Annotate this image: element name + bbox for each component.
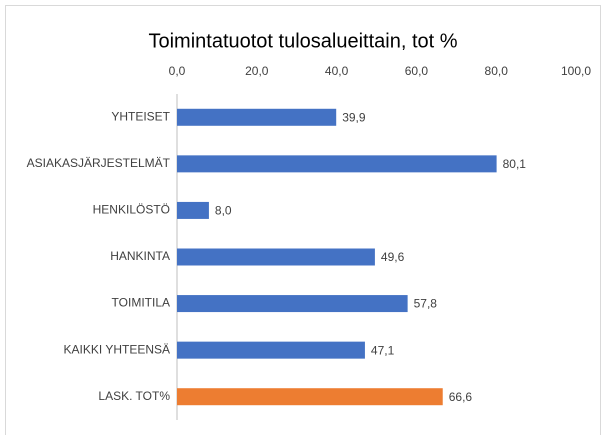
x-tick-label: 80,0: [485, 64, 509, 78]
bar: [177, 341, 365, 359]
bar: [177, 295, 408, 313]
bar: [177, 108, 337, 126]
data-label: 47,1: [371, 343, 395, 357]
data-label: 8,0: [215, 204, 232, 218]
data-label: 49,6: [381, 250, 405, 264]
x-tick-label: 60,0: [405, 64, 429, 78]
y-tick-label: KAIKKI YHTEENSÄ: [64, 342, 170, 356]
y-tick-label: HENKILÖSTÖ: [93, 203, 170, 217]
y-tick-label: HANKINTA: [110, 249, 170, 263]
chart-title: Toimintatuotot tulosalueittain, tot %: [148, 30, 457, 52]
x-tick-label: 0,0: [169, 64, 186, 78]
x-tick-label: 40,0: [325, 64, 349, 78]
chart-frame: [5, 5, 601, 435]
data-label: 39,9: [342, 110, 366, 124]
data-label: 66,6: [449, 390, 473, 404]
bar: [177, 248, 375, 266]
data-label: 80,1: [503, 157, 527, 171]
bar: [177, 155, 497, 173]
bar: [177, 201, 209, 219]
y-tick-label: LASK. TOT%: [98, 389, 170, 403]
y-tick-label: TOIMITILA: [112, 296, 170, 310]
data-label: 57,8: [414, 297, 438, 311]
x-tick-label: 100,0: [561, 64, 591, 78]
bar: [177, 388, 443, 406]
y-tick-label: YHTEISET: [111, 109, 170, 123]
y-tick-label: ASIAKASJÄRJESTELMÄT: [27, 156, 171, 170]
x-tick-label: 20,0: [245, 64, 269, 78]
